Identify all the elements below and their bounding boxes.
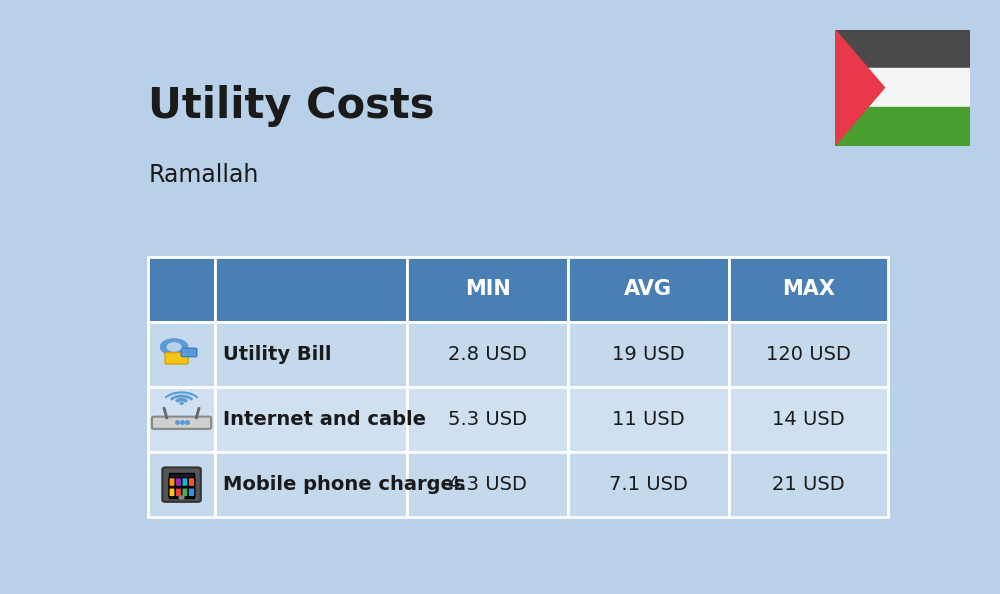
FancyBboxPatch shape (169, 488, 175, 497)
Circle shape (179, 496, 184, 499)
FancyBboxPatch shape (568, 452, 729, 517)
FancyBboxPatch shape (215, 257, 407, 322)
FancyBboxPatch shape (182, 488, 188, 497)
Polygon shape (835, 30, 885, 146)
FancyBboxPatch shape (148, 257, 215, 322)
FancyBboxPatch shape (169, 478, 175, 486)
Circle shape (180, 403, 183, 405)
FancyBboxPatch shape (568, 322, 729, 387)
FancyBboxPatch shape (165, 353, 188, 364)
FancyBboxPatch shape (215, 387, 407, 452)
FancyBboxPatch shape (188, 478, 195, 486)
Text: 120 USD: 120 USD (766, 345, 851, 364)
FancyBboxPatch shape (152, 416, 211, 429)
FancyBboxPatch shape (407, 387, 568, 452)
FancyBboxPatch shape (729, 322, 888, 387)
FancyBboxPatch shape (729, 257, 888, 322)
FancyBboxPatch shape (182, 478, 188, 486)
FancyBboxPatch shape (148, 322, 215, 387)
Text: AVG: AVG (624, 279, 672, 299)
FancyBboxPatch shape (407, 452, 568, 517)
Text: Utility Bill: Utility Bill (223, 345, 331, 364)
Text: 19 USD: 19 USD (612, 345, 685, 364)
Bar (835, 30, 970, 68)
FancyBboxPatch shape (148, 452, 215, 517)
Text: 14 USD: 14 USD (772, 410, 845, 429)
FancyBboxPatch shape (175, 478, 182, 486)
Bar (835, 107, 970, 146)
Text: 21 USD: 21 USD (772, 475, 845, 494)
Text: Ramallah: Ramallah (148, 163, 259, 187)
FancyBboxPatch shape (729, 387, 888, 452)
FancyBboxPatch shape (162, 467, 201, 502)
FancyBboxPatch shape (407, 257, 568, 322)
FancyBboxPatch shape (215, 452, 407, 517)
Text: 4.3 USD: 4.3 USD (448, 475, 527, 494)
Text: 5.3 USD: 5.3 USD (448, 410, 527, 429)
Bar (835, 68, 970, 107)
FancyBboxPatch shape (148, 387, 215, 452)
FancyBboxPatch shape (175, 488, 182, 497)
FancyBboxPatch shape (169, 473, 194, 498)
FancyBboxPatch shape (568, 257, 729, 322)
Text: 7.1 USD: 7.1 USD (609, 475, 688, 494)
Circle shape (160, 339, 188, 355)
Text: MIN: MIN (465, 279, 510, 299)
Text: Mobile phone charges: Mobile phone charges (223, 475, 465, 494)
FancyBboxPatch shape (729, 452, 888, 517)
Text: 2.8 USD: 2.8 USD (448, 345, 527, 364)
Text: Utility Costs: Utility Costs (148, 85, 435, 127)
Text: Internet and cable: Internet and cable (223, 410, 426, 429)
FancyBboxPatch shape (181, 348, 197, 356)
FancyBboxPatch shape (407, 322, 568, 387)
FancyBboxPatch shape (568, 387, 729, 452)
Text: 11 USD: 11 USD (612, 410, 685, 429)
FancyBboxPatch shape (215, 322, 407, 387)
Text: MAX: MAX (782, 279, 835, 299)
Circle shape (167, 343, 181, 351)
FancyBboxPatch shape (188, 488, 195, 497)
